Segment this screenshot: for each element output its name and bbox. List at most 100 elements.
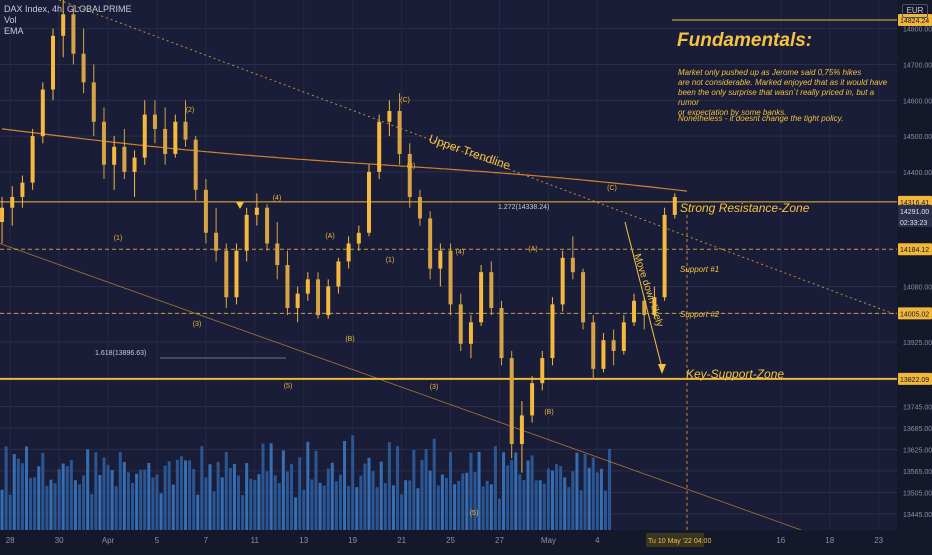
volume-bar [257, 474, 261, 530]
volume-bar [489, 484, 493, 530]
volume-bar [579, 490, 583, 530]
volume-bar [290, 463, 294, 530]
wave-label: (2) [407, 163, 416, 170]
candle-body [530, 383, 535, 416]
volume-bar [118, 452, 122, 530]
fib-label: 1.618(13896.63) [95, 350, 146, 357]
candle-body [540, 358, 545, 384]
volume-bar [16, 458, 20, 530]
x-tick-label: 27 [495, 536, 504, 545]
price-axis[interactable]: 14900.0014800.0014700.0014600.0014500.00… [897, 0, 932, 550]
volume-bar [131, 482, 135, 530]
trendlines [0, 0, 898, 531]
volume-bar [493, 446, 497, 530]
volume-bar [155, 474, 159, 530]
candle-body [652, 297, 657, 316]
volume-bar [469, 452, 473, 530]
volume-bar [4, 446, 8, 530]
x-tick-label: 28 [6, 536, 15, 545]
volume-bar [143, 469, 147, 530]
volume-bar [595, 472, 599, 530]
candle-body [611, 340, 616, 351]
volume-bar [326, 468, 330, 530]
candle-body [407, 153, 412, 197]
countdown-badge [898, 216, 932, 227]
x-tick-label: 7 [204, 536, 209, 545]
countdown-text: 02:33:23 [900, 220, 927, 227]
price-badge-text: 14184.12 [900, 247, 929, 254]
y-tick-label: 13445.00 [903, 512, 932, 519]
volume-bar [318, 482, 322, 530]
fib-label: 1.272(14338.24) [498, 204, 549, 211]
volume-bar [477, 451, 481, 530]
date-tag [646, 533, 704, 547]
candle-body [71, 14, 76, 54]
candle-body [458, 304, 463, 344]
axis-bg [0, 530, 932, 550]
volume-bar [102, 457, 106, 530]
ema-line [1, 128, 688, 192]
volume-bar [175, 459, 179, 530]
volume-bar [0, 489, 4, 530]
volume-bar [69, 460, 73, 530]
volume-bar [322, 485, 326, 530]
y-tick-label: 13925.00 [903, 340, 932, 347]
volume-bar [98, 474, 102, 530]
candle-body [234, 250, 239, 298]
volume-bar [514, 452, 518, 530]
volume-bar [571, 471, 575, 530]
x-tick-label: May [541, 536, 556, 545]
volume-bar [94, 452, 98, 530]
volume-bar [461, 473, 465, 530]
volume-bar [555, 464, 559, 530]
volume-bar [355, 487, 359, 530]
volume-bar [575, 452, 579, 530]
price-badge-text: 13822.09 [900, 377, 929, 384]
candle-body [112, 146, 117, 165]
x-tick-label: 13 [299, 536, 308, 545]
candle-body [346, 243, 351, 262]
candle-body [183, 121, 188, 140]
volume-bar [359, 475, 363, 530]
y-tick-label: 13625.00 [903, 447, 932, 454]
volume-bar [420, 459, 424, 530]
volume-bar [591, 457, 595, 530]
candle-body [428, 218, 433, 269]
volume-bar [453, 484, 457, 530]
volume-bar [224, 452, 228, 530]
volume-bar [444, 477, 448, 530]
candle-body [224, 250, 229, 298]
candle-body [489, 272, 494, 308]
candle-body [30, 136, 35, 183]
candle-body [377, 121, 382, 172]
candle-body [142, 114, 147, 158]
candle-body [275, 243, 280, 265]
volume-bar [57, 469, 61, 530]
volume-bar [599, 468, 603, 530]
price-badge [898, 243, 932, 256]
volume-bar [518, 474, 522, 530]
candle-body [672, 196, 677, 215]
volume-bar [20, 463, 24, 530]
ema-indicator-label[interactable]: EMA [4, 26, 24, 36]
candle-body [244, 214, 249, 251]
y-tick-label: 14600.00 [903, 98, 932, 105]
volume-bar [114, 486, 118, 530]
time-axis[interactable]: 28 30 Apr 5 7 11 13 19 21 25 27 May 4 16 18 23 Tu 10 May… [0, 530, 932, 550]
y-tick-label: 14500.00 [903, 134, 932, 141]
volume-bar [387, 442, 391, 530]
volume-bar [408, 480, 412, 530]
volume-bar [220, 477, 224, 530]
candle-body [61, 14, 66, 36]
volume-bar [151, 477, 155, 530]
candle-body [101, 121, 106, 165]
volume-bar [61, 463, 65, 530]
currency-button[interactable]: EUR [902, 4, 928, 18]
volume-bar [400, 494, 404, 530]
volume-indicator-label[interactable]: Vol [4, 15, 17, 25]
volume-bar [383, 483, 387, 530]
candle-body [519, 415, 524, 445]
candle-body [305, 279, 310, 294]
candle-body [366, 171, 371, 233]
